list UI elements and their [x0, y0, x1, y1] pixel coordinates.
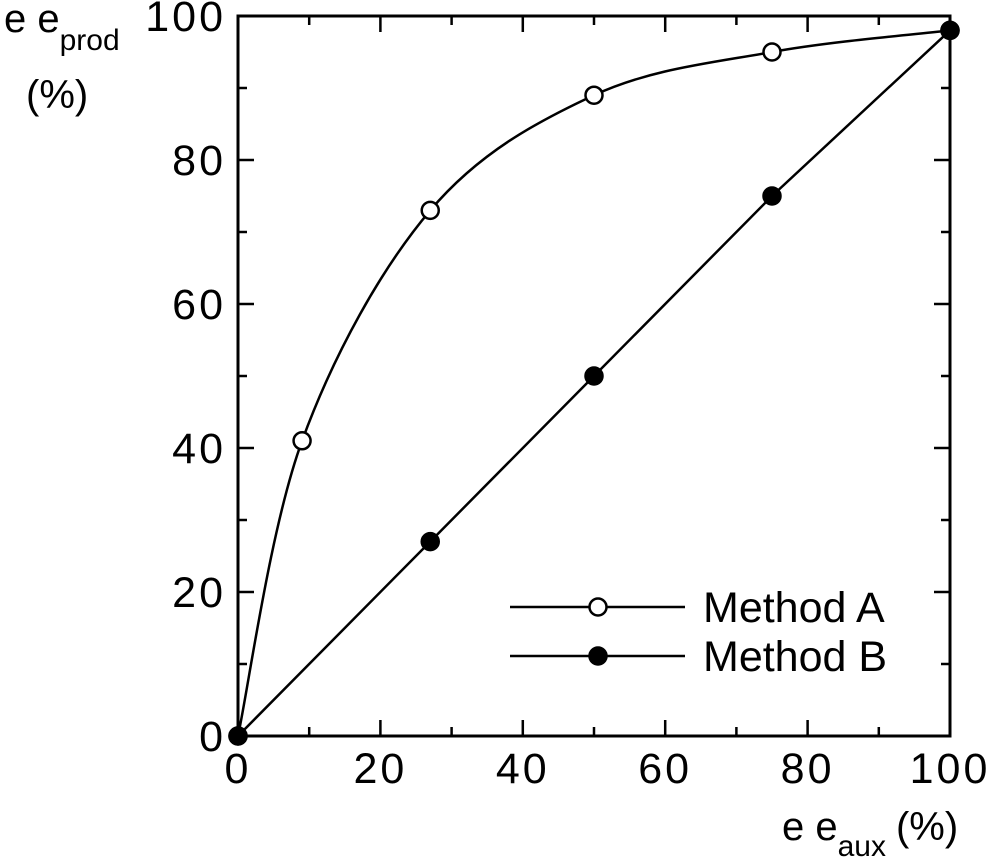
- tick-labels: 0 20 40 60 80 100 0 20 40 60 80 100: [145, 0, 991, 793]
- y-tick-label: 80: [172, 137, 226, 185]
- axis-ticks: [236, 14, 952, 738]
- data-point-b: [228, 726, 248, 746]
- x-axis-title-unit: (%): [896, 805, 958, 849]
- x-tick-label: 20: [353, 745, 407, 793]
- y-tick-label: 20: [172, 569, 226, 617]
- data-point-a: [762, 42, 782, 62]
- data-point-b: [420, 531, 440, 552]
- y-axis-title-sub: prod: [60, 24, 120, 57]
- legend-label-a: Method A: [703, 584, 885, 632]
- data-point-b: [762, 186, 782, 206]
- y-tick-label: 0: [199, 713, 226, 761]
- legend-label-b: Method B: [703, 633, 887, 681]
- x-axis-title-sub: aux: [838, 830, 886, 862]
- x-tick-label: 0: [225, 745, 252, 793]
- y-axis-unit: (%): [26, 73, 88, 117]
- series-layer: [228, 20, 960, 746]
- y-axis-title-main: e e: [4, 0, 60, 41]
- y-tick-label: 100: [145, 0, 226, 41]
- x-tick-label: 80: [781, 745, 835, 793]
- y-axis-title: e eprod: [4, 0, 120, 57]
- data-point-b: [940, 20, 960, 41]
- legend-marker-a: [588, 597, 608, 617]
- y-tick-label: 60: [172, 281, 226, 329]
- y-tick-label: 40: [172, 425, 226, 473]
- x-tick-label: 60: [638, 745, 692, 793]
- data-point-a: [584, 85, 604, 105]
- data-point-a: [292, 431, 312, 451]
- x-axis-title-main: e e: [782, 805, 838, 849]
- legend: Method A Method B: [510, 584, 887, 681]
- legend-marker-b: [588, 646, 608, 666]
- data-point-b: [584, 366, 604, 386]
- x-tick-label: 40: [496, 745, 550, 793]
- data-point-a: [420, 200, 440, 221]
- x-axis-title: e eaux (%): [782, 805, 958, 862]
- x-tick-label: 100: [910, 745, 991, 793]
